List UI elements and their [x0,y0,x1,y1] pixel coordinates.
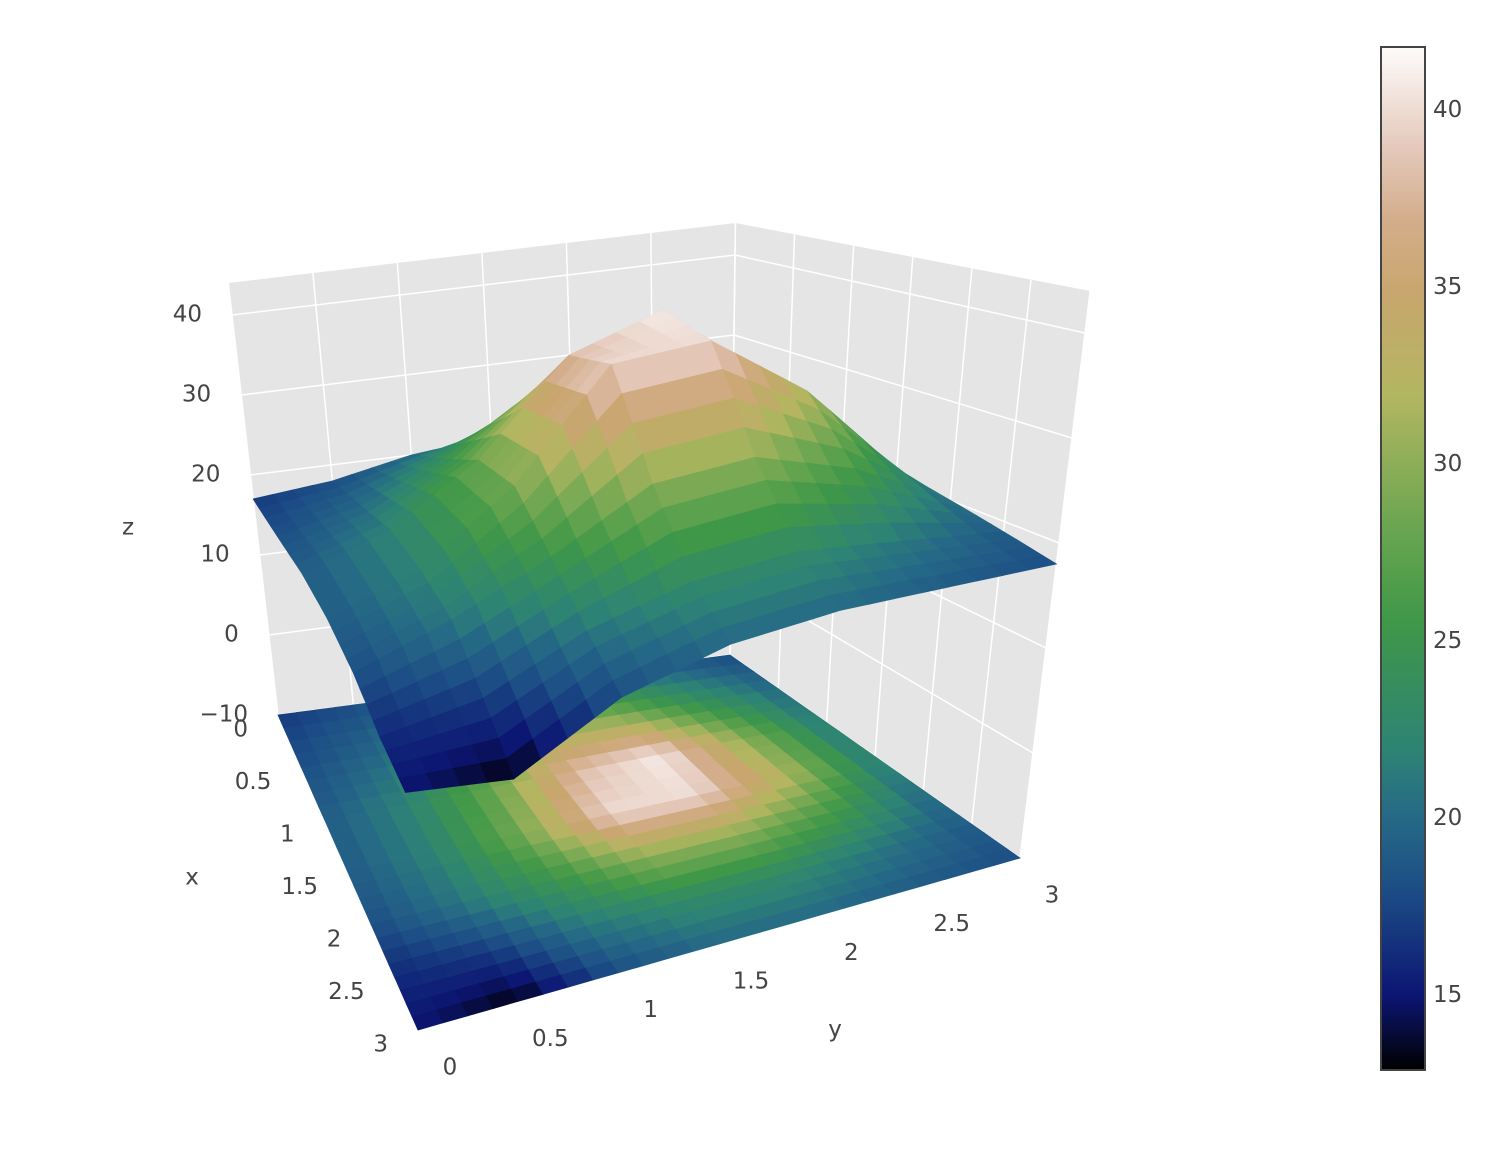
colorbar-tick-label: 20 [1433,805,1462,831]
floor-projection [982,849,1021,866]
z-tick-label: 40 [173,302,202,328]
colorbar-tick-label: 30 [1433,451,1462,477]
y-tick-label: 1.5 [733,969,770,995]
colorbar-tick-label: 40 [1433,97,1462,123]
x-tick-label: 0 [233,717,248,743]
grid-line [733,334,1073,439]
y-tick-label: 3 [1045,883,1060,909]
colorbar [1380,46,1426,1071]
z-tick-label: 10 [200,542,229,568]
x-tick-label: 0.5 [235,769,272,795]
surface-patch [398,773,434,793]
z-tick-label: 20 [191,462,220,488]
x-tick-label: 1 [280,822,295,848]
grid-line [1019,290,1091,859]
z-axis-title: z [122,515,134,541]
y-tick-label: 1 [643,997,658,1023]
y-axis-title: y [828,1017,842,1043]
z-tick-label: −10 [199,702,248,728]
grid-line [231,254,736,316]
y-tick-label: 2.5 [933,911,970,937]
grid-line [734,254,1086,334]
colorbar-tick-label: 15 [1433,982,1462,1008]
x-axis-title: x [185,865,199,891]
x-tick-label: 1.5 [281,874,318,900]
x-tick-label: 2 [327,927,342,953]
y-tick-label: 2 [844,940,859,966]
x-tick-label: 2.5 [328,979,365,1005]
colorbar-tick-label: 25 [1433,628,1462,654]
z-tick-label: 0 [224,622,239,648]
z-tick-label: 30 [182,382,211,408]
y-tick-label: 0.5 [532,1026,569,1052]
x-tick-label: 3 [373,1032,388,1058]
colorbar-tick-label: 35 [1433,274,1462,300]
y-tick-label: 0 [443,1055,458,1081]
